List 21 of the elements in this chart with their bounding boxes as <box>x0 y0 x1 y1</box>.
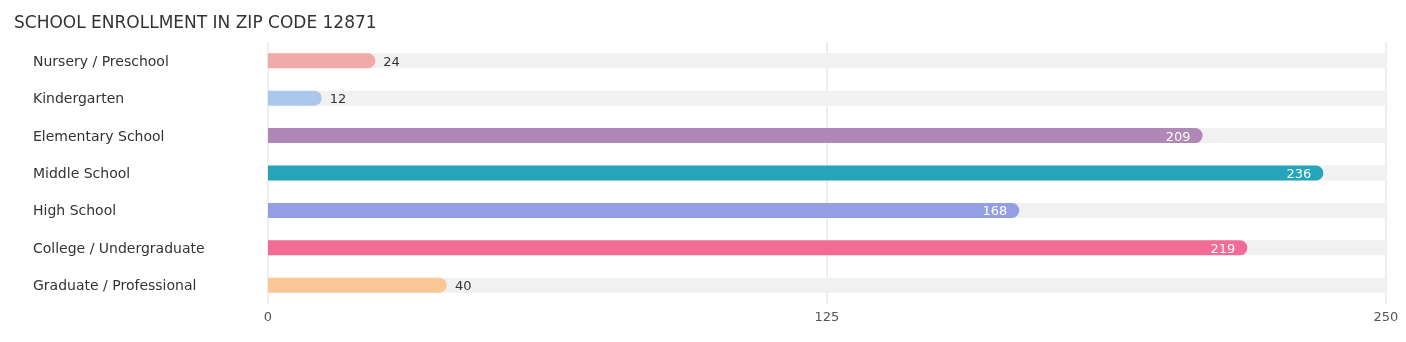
bar <box>268 53 376 69</box>
y-tick-label: Kindergarten <box>33 90 125 107</box>
data-label: 24 <box>383 53 400 69</box>
x-tick-label: 0 <box>263 309 273 325</box>
y-tick-label: Graduate / Professional <box>33 277 197 294</box>
data-label: 168 <box>982 203 1008 219</box>
data-label: 209 <box>1165 128 1191 144</box>
x-tick-label: 250 <box>1373 309 1399 325</box>
y-tick-label: Elementary School <box>33 127 165 144</box>
y-tick-label: College / Undergraduate <box>33 239 205 256</box>
chart-title: SCHOOL ENROLLMENT IN ZIP CODE 12871 <box>13 11 378 34</box>
x-tick-label: 125 <box>814 309 840 325</box>
data-label: 219 <box>1210 240 1236 256</box>
data-label: 12 <box>329 91 347 107</box>
y-tick-label: Middle School <box>33 165 131 181</box>
bar <box>268 90 322 106</box>
data-label: 236 <box>1286 166 1312 182</box>
data-label: 40 <box>454 278 472 294</box>
y-tick-label: Nursery / Preschool <box>33 52 169 69</box>
y-tick-label: High School <box>33 202 117 219</box>
bar <box>268 277 447 293</box>
